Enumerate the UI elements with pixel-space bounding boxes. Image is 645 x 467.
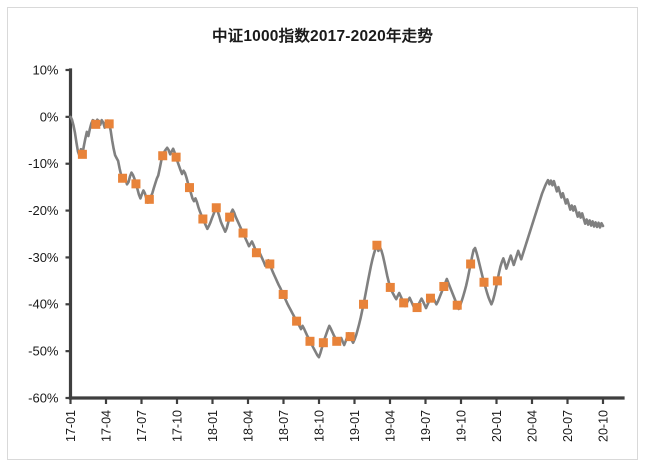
data-point-marker xyxy=(211,203,221,213)
x-axis-tick-label: 19-04 xyxy=(384,410,398,442)
y-axis-tick-label: -10% xyxy=(28,156,59,171)
y-axis-tick-label: 10% xyxy=(32,62,58,77)
data-point-marker xyxy=(104,119,114,129)
x-axis-tick-label: 17-01 xyxy=(64,410,78,442)
data-point-marker xyxy=(265,259,275,269)
index-trend-line xyxy=(69,115,605,359)
data-point-marker xyxy=(305,336,315,346)
data-point-marker xyxy=(118,173,128,183)
data-point-marker xyxy=(225,212,235,222)
data-point-marker xyxy=(466,259,476,269)
data-point-marker xyxy=(359,299,369,309)
data-point-marker xyxy=(158,151,168,161)
y-axis-tick-label: -40% xyxy=(28,297,59,312)
data-point-marker xyxy=(171,152,181,162)
data-point-marker xyxy=(131,179,141,189)
data-point-marker xyxy=(77,149,87,159)
y-axis-tick-label: -30% xyxy=(28,250,59,265)
y-axis-tick-label: -60% xyxy=(28,390,59,405)
data-point-marker xyxy=(318,338,328,348)
data-point-marker xyxy=(492,276,502,286)
x-axis-tick-label: 18-01 xyxy=(206,410,220,442)
data-point-marker xyxy=(412,303,422,313)
data-point-marker xyxy=(332,336,342,346)
x-axis-tick-label: 20-01 xyxy=(490,410,504,442)
data-point-marker xyxy=(292,316,302,326)
data-point-marker xyxy=(144,194,154,204)
data-point-marker xyxy=(251,248,261,258)
x-axis-tick-labels: 17-01 17-04 17-07 17-10 18-01 18-04 18-07 18-10… xyxy=(64,410,611,442)
x-axis-tick-label: 20-04 xyxy=(526,410,540,442)
data-point-marker xyxy=(479,277,489,287)
chart-title: 中证1000指数2017-2020年走势 xyxy=(211,28,434,45)
x-axis-tick-label: 18-10 xyxy=(313,410,327,442)
x-axis-tick-label: 19-01 xyxy=(348,410,362,442)
data-point-marker xyxy=(198,214,208,224)
data-point-marker xyxy=(278,289,288,299)
x-axis-tick-label: 20-07 xyxy=(561,410,575,442)
y-axis-tick-labels: 10% 0% -10% -20% -30% -40% -50% -60% xyxy=(28,62,59,405)
data-point-marker xyxy=(399,298,409,308)
x-axis-tick-label: 17-04 xyxy=(100,410,114,442)
x-axis-tick-label: 18-07 xyxy=(277,410,291,442)
data-point-marker xyxy=(91,119,101,129)
x-axis-tick-label: 17-10 xyxy=(171,410,185,442)
data-point-marker xyxy=(439,281,449,291)
x-axis-tick-label: 19-07 xyxy=(419,410,433,442)
x-axis-tick-label: 19-10 xyxy=(455,410,469,442)
y-axis-tick-label: 0% xyxy=(40,109,59,124)
y-axis-tick-label: -50% xyxy=(28,344,59,359)
data-point-marker xyxy=(184,183,194,193)
x-axis-tick-label: 20-10 xyxy=(597,410,611,442)
data-point-markers xyxy=(77,119,502,348)
y-axis-tick-label: -20% xyxy=(28,203,59,218)
x-axis-tick-label: 18-04 xyxy=(242,410,256,442)
data-point-marker xyxy=(345,332,355,342)
x-axis-tick-label: 17-07 xyxy=(135,410,149,442)
data-point-marker xyxy=(238,228,248,238)
data-point-marker xyxy=(372,240,382,250)
data-point-marker xyxy=(452,300,462,310)
data-point-marker xyxy=(425,293,435,303)
data-point-marker xyxy=(385,282,395,292)
